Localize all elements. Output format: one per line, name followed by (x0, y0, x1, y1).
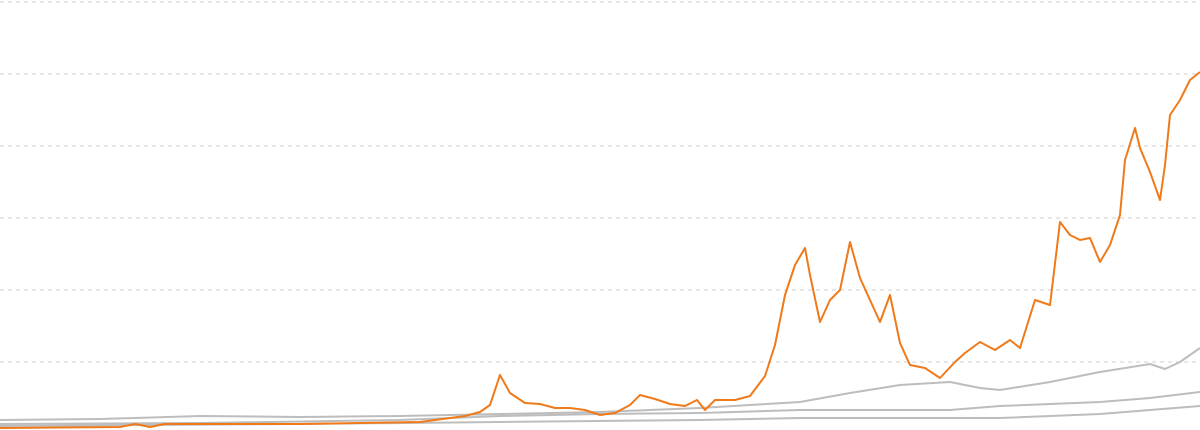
series-line (0, 71, 1200, 429)
series-line (0, 391, 1200, 425)
series-line (0, 347, 1200, 421)
